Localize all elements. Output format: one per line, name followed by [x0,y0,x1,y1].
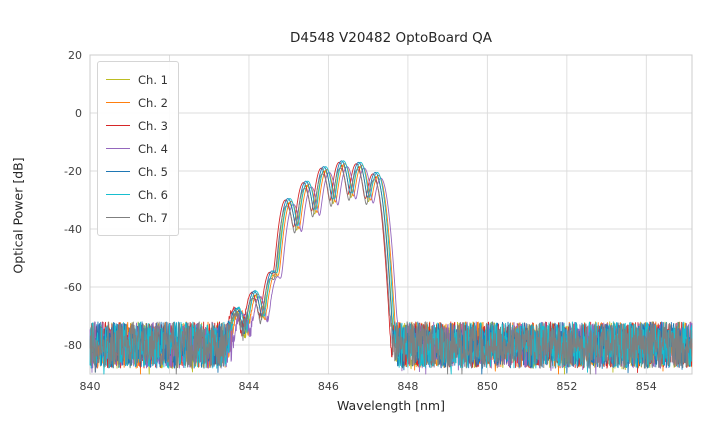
y-tick-label: -40 [64,223,82,236]
x-tick-label: 844 [238,380,259,393]
x-tick-label: 854 [636,380,657,393]
legend-entry: Ch. 6 [106,183,168,206]
legend-label: Ch. 5 [138,164,168,179]
legend-entry: Ch. 7 [106,206,168,229]
x-tick-label: 846 [318,380,339,393]
legend-entry: Ch. 1 [106,68,168,91]
legend-label: Ch. 6 [138,187,168,202]
legend-line-swatch [106,79,130,80]
chart-title: D4548 V20482 OptoBoard QA [289,30,493,46]
legend-line-swatch [106,217,130,218]
x-axis-label: Wavelength [nm] [337,398,445,413]
y-tick-label: 20 [68,49,82,62]
x-tick-label: 852 [556,380,577,393]
legend-entry: Ch. 2 [106,91,168,114]
legend-line-swatch [106,194,130,195]
y-tick-label: -60 [64,281,82,294]
x-tick-label: 842 [159,380,180,393]
legend-entry: Ch. 4 [106,137,168,160]
x-tick-label: 848 [397,380,418,393]
y-tick-label: 0 [75,107,82,120]
legend-label: Ch. 4 [138,141,168,156]
x-tick-label: 840 [80,380,101,393]
legend-line-swatch [106,148,130,149]
legend-entry: Ch. 5 [106,160,168,183]
legend-label: Ch. 1 [138,72,168,87]
legend-entry: Ch. 3 [106,114,168,137]
x-tick-label: 850 [477,380,498,393]
legend-line-swatch [106,102,130,103]
series-line-ch7 [89,167,693,375]
axes-border [89,54,693,375]
legend-label: Ch. 7 [138,210,168,225]
y-axis-label: Optical Power [dB] [10,157,26,274]
legend-label: Ch. 2 [138,95,168,110]
legend-label: Ch. 3 [138,118,168,133]
legend-line-swatch [106,171,130,172]
legend-line-swatch [106,125,130,126]
legend: Ch. 1 Ch. 2 Ch. 3 Ch. 4 Ch. 5 Ch. 6 Ch. 7 [97,61,179,236]
y-tick-label: -20 [64,165,82,178]
y-tick-label: -80 [64,339,82,352]
